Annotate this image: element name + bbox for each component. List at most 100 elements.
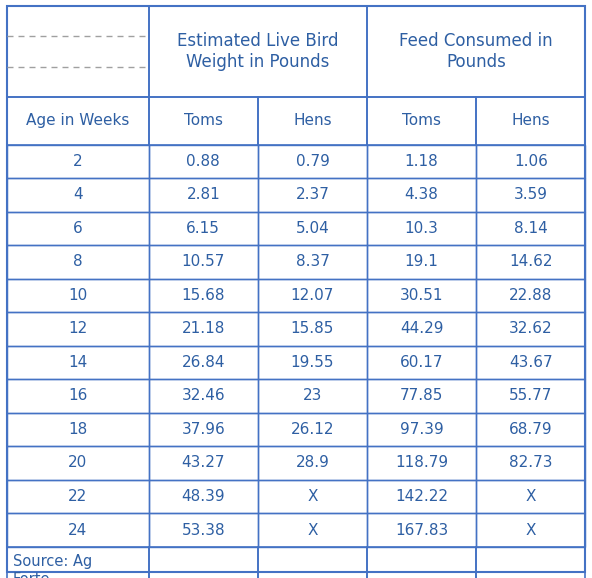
Bar (477, 312, 585, 346)
Bar (149, 312, 258, 346)
Text: 12.07: 12.07 (291, 288, 334, 303)
Text: 22.88: 22.88 (509, 288, 552, 303)
Text: 43.27: 43.27 (182, 455, 225, 470)
Bar (7, 212, 149, 245)
Text: 21.18: 21.18 (182, 321, 225, 336)
Bar (367, 379, 477, 413)
Bar (258, 346, 367, 379)
Text: 26.12: 26.12 (291, 422, 334, 437)
Text: 1.06: 1.06 (514, 154, 548, 169)
Text: 44.29: 44.29 (400, 321, 443, 336)
Bar (367, 97, 477, 144)
Bar (149, 6, 367, 97)
Bar (477, 144, 585, 178)
Text: 97.39: 97.39 (400, 422, 443, 437)
Text: 60.17: 60.17 (400, 355, 443, 370)
Text: Toms: Toms (184, 113, 223, 128)
Bar (7, 245, 149, 279)
Bar (149, 413, 258, 446)
Bar (7, 279, 149, 312)
Text: 48.39: 48.39 (182, 489, 225, 504)
Text: 68.79: 68.79 (509, 422, 553, 437)
Text: 4: 4 (73, 187, 83, 202)
Bar (477, 379, 585, 413)
Bar (7, 97, 149, 144)
Bar (367, 547, 477, 578)
Bar (367, 178, 477, 212)
Text: 0.79: 0.79 (295, 154, 329, 169)
Text: 43.67: 43.67 (509, 355, 553, 370)
Bar (7, 547, 149, 578)
Bar (149, 144, 258, 178)
Text: 28.9: 28.9 (295, 455, 329, 470)
Text: 14.62: 14.62 (509, 254, 552, 269)
Text: 19.55: 19.55 (291, 355, 334, 370)
Text: 5.04: 5.04 (295, 221, 329, 236)
Bar (149, 446, 258, 480)
Bar (7, 446, 149, 480)
Bar (367, 513, 477, 547)
Text: 26.84: 26.84 (182, 355, 225, 370)
Text: 32.62: 32.62 (509, 321, 553, 336)
Text: 18: 18 (68, 422, 88, 437)
Bar (7, 413, 149, 446)
Text: 8.14: 8.14 (514, 221, 548, 236)
Bar (367, 346, 477, 379)
Text: 20: 20 (68, 455, 88, 470)
Text: 6.15: 6.15 (186, 221, 220, 236)
Bar (477, 279, 585, 312)
Bar (258, 446, 367, 480)
Bar (258, 279, 367, 312)
Text: 167.83: 167.83 (395, 523, 448, 538)
Bar (477, 178, 585, 212)
Bar (149, 178, 258, 212)
Bar (258, 513, 367, 547)
Text: X: X (526, 489, 536, 504)
Text: 16: 16 (68, 388, 88, 403)
Bar (7, 346, 149, 379)
Bar (7, 144, 149, 178)
Bar (367, 245, 477, 279)
Bar (258, 480, 367, 513)
Bar (477, 212, 585, 245)
Text: 10.3: 10.3 (405, 221, 439, 236)
Bar (7, 480, 149, 513)
Text: Hens: Hens (293, 113, 332, 128)
Bar (149, 513, 258, 547)
Text: 4.38: 4.38 (405, 187, 439, 202)
Text: 15.85: 15.85 (291, 321, 334, 336)
Text: 6: 6 (73, 221, 83, 236)
Bar (7, 379, 149, 413)
Text: 15.68: 15.68 (182, 288, 225, 303)
Text: 10.57: 10.57 (182, 254, 225, 269)
Text: 19.1: 19.1 (405, 254, 439, 269)
Text: 30.51: 30.51 (400, 288, 443, 303)
Bar (7, 6, 149, 97)
Bar (367, 312, 477, 346)
Text: 77.85: 77.85 (400, 388, 443, 403)
Text: Age in Weeks: Age in Weeks (26, 113, 130, 128)
Text: X: X (307, 489, 318, 504)
Bar (258, 178, 367, 212)
Text: 55.77: 55.77 (509, 388, 552, 403)
Bar (477, 346, 585, 379)
Bar (7, 178, 149, 212)
Bar (149, 279, 258, 312)
Bar (477, 97, 585, 144)
Text: X: X (526, 523, 536, 538)
Bar (367, 6, 585, 97)
Text: 23: 23 (303, 388, 322, 403)
Text: 8: 8 (73, 254, 83, 269)
Bar (477, 547, 585, 578)
Bar (367, 413, 477, 446)
Bar (258, 97, 367, 144)
Bar (477, 480, 585, 513)
Bar (367, 480, 477, 513)
Bar (149, 379, 258, 413)
Text: Estimated Live Bird
Weight in Pounds: Estimated Live Bird Weight in Pounds (177, 32, 339, 71)
Text: 37.96: 37.96 (181, 422, 225, 437)
Bar (367, 144, 477, 178)
Bar (258, 212, 367, 245)
Bar (149, 245, 258, 279)
Bar (7, 513, 149, 547)
